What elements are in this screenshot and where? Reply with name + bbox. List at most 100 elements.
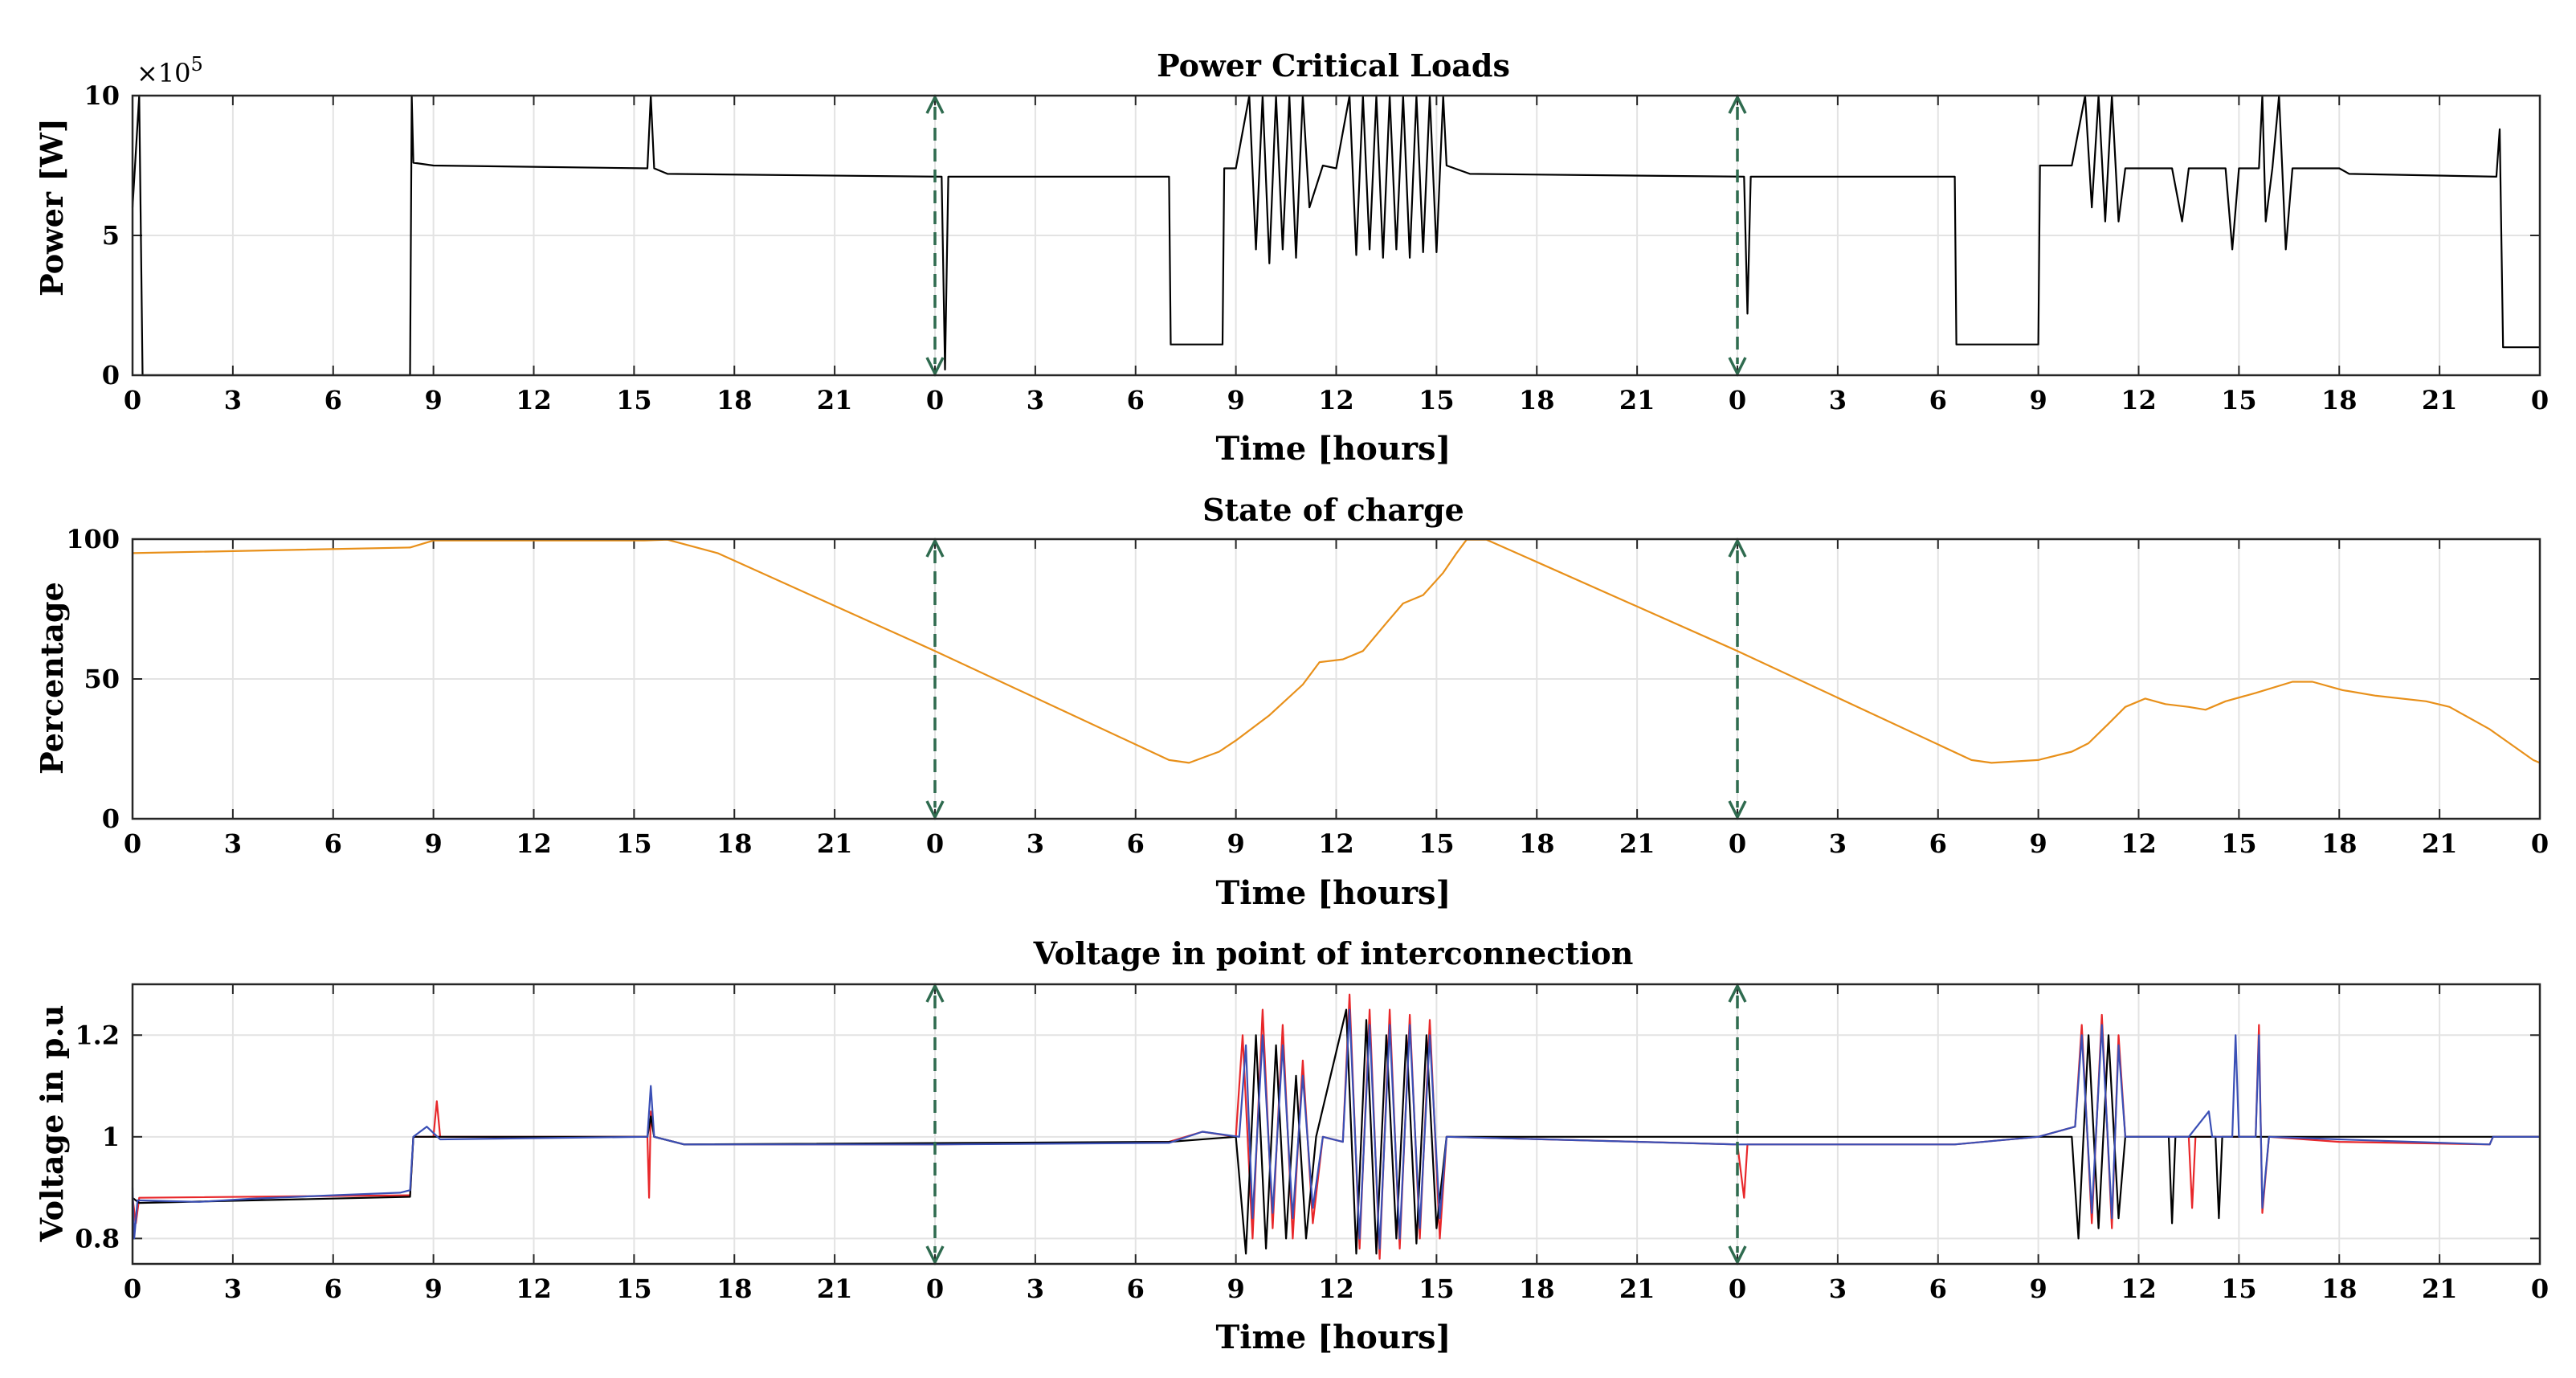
x-tick-label: 6 bbox=[1929, 1274, 1947, 1304]
ticks: 0 3 6 9 12 15 18 21 0 3 6 9 12 15 18 21 0 3 6 9 12 15 18 21 0050… bbox=[66, 524, 2549, 859]
x-tick-label: 15 bbox=[2221, 1274, 2257, 1304]
y-exponent-power: 5 bbox=[191, 53, 203, 76]
y-tick-label: 50 bbox=[84, 664, 120, 694]
state-of-charge-panel: State of charge Percentage Time [hours] … bbox=[34, 492, 2549, 912]
x-tick-label: 9 bbox=[2029, 828, 2047, 859]
x-tick-label: 18 bbox=[2321, 1274, 2358, 1304]
y-tick-label: 1.2 bbox=[75, 1020, 120, 1050]
day-markers bbox=[925, 94, 1747, 377]
x-tick-label: 9 bbox=[424, 828, 442, 859]
chart-title: Voltage in point of interconnection bbox=[1033, 935, 1634, 971]
x-tick-label: 21 bbox=[817, 385, 853, 415]
y-exponent-label: ×105 bbox=[137, 53, 203, 88]
grid bbox=[133, 984, 2540, 1264]
y-exponent-base: ×10 bbox=[137, 58, 191, 88]
x-tick-label: 0 bbox=[926, 385, 944, 415]
x-tick-label: 15 bbox=[1419, 1274, 1455, 1304]
x-tick-label: 9 bbox=[2029, 1274, 2047, 1304]
y-tick-label: 0.8 bbox=[75, 1223, 120, 1253]
x-tick-label: 3 bbox=[224, 1274, 242, 1304]
grid bbox=[133, 96, 2540, 375]
x-tick-label: 0 bbox=[124, 385, 141, 415]
x-tick-label: 0 bbox=[2531, 828, 2549, 859]
series-line-soc bbox=[132, 538, 2541, 764]
x-tick-label: 6 bbox=[1127, 828, 1145, 859]
x-tick-label: 6 bbox=[325, 828, 342, 859]
x-tick-label: 6 bbox=[1127, 385, 1145, 415]
x-tick-label: 12 bbox=[2121, 385, 2157, 415]
x-tick-label: 21 bbox=[1619, 385, 1655, 415]
x-tick-label: 12 bbox=[2121, 828, 2157, 859]
x-tick-label: 15 bbox=[2221, 828, 2257, 859]
x-axis-label: Time [hours] bbox=[1216, 1319, 1451, 1356]
x-tick-label: 21 bbox=[1619, 828, 1655, 859]
axes-frame bbox=[131, 538, 2541, 820]
y-tick-label: 10 bbox=[84, 80, 120, 111]
x-tick-label: 9 bbox=[1227, 385, 1244, 415]
x-tick-label: 18 bbox=[716, 1274, 753, 1304]
x-tick-label: 0 bbox=[926, 1274, 944, 1304]
x-tick-label: 3 bbox=[1829, 385, 1847, 415]
x-tick-label: 12 bbox=[1318, 1274, 1354, 1304]
x-tick-label: 18 bbox=[716, 385, 753, 415]
x-tick-label: 18 bbox=[2321, 828, 2358, 859]
x-tick-label: 21 bbox=[2422, 1274, 2458, 1304]
x-tick-label: 0 bbox=[1729, 385, 1746, 415]
series-line-power bbox=[131, 94, 2540, 377]
day-marker-arrow-up bbox=[925, 538, 945, 558]
day-marker-arrow-down bbox=[1728, 1245, 1747, 1266]
x-tick-label: 3 bbox=[1027, 1274, 1044, 1304]
ticks: 0 3 6 9 12 15 18 21 0 3 6 9 12 15 18 21 0 3 6 9 12 15 18 21 00.8… bbox=[75, 984, 2549, 1304]
x-tick-label: 15 bbox=[1419, 828, 1455, 859]
series bbox=[131, 94, 2540, 377]
day-markers bbox=[925, 983, 1747, 1266]
x-tick-label: 3 bbox=[1829, 828, 1847, 859]
day-marker-arrow-down bbox=[1728, 357, 1747, 377]
day-marker-arrow-down bbox=[1728, 800, 1747, 820]
grid bbox=[133, 539, 2540, 819]
x-tick-label: 6 bbox=[325, 1274, 342, 1304]
day-marker-arrow-down bbox=[925, 1245, 945, 1266]
series bbox=[132, 538, 2541, 764]
x-tick-label: 21 bbox=[1619, 1274, 1655, 1304]
x-tick-label: 15 bbox=[2221, 385, 2257, 415]
x-tick-label: 15 bbox=[1419, 385, 1455, 415]
y-tick-label: 0 bbox=[102, 803, 120, 834]
x-tick-label: 21 bbox=[2422, 385, 2458, 415]
y-axis-label: Power [W] bbox=[34, 118, 70, 296]
x-tick-label: 15 bbox=[616, 385, 652, 415]
x-tick-label: 0 bbox=[926, 828, 944, 859]
x-tick-label: 9 bbox=[2029, 385, 2047, 415]
x-tick-label: 0 bbox=[2531, 385, 2549, 415]
day-marker-arrow-up bbox=[1728, 94, 1747, 114]
x-tick-label: 18 bbox=[1519, 1274, 1555, 1304]
day-marker-arrow-down bbox=[925, 800, 945, 820]
x-tick-label: 12 bbox=[1318, 828, 1354, 859]
chart-title: State of charge bbox=[1202, 492, 1464, 528]
power-critical-loads-panel: Power Critical Loads ×105 Power [W] Time… bbox=[34, 47, 2549, 468]
x-tick-label: 12 bbox=[2121, 1274, 2157, 1304]
x-tick-label: 18 bbox=[1519, 385, 1555, 415]
axes-frame bbox=[131, 94, 2541, 377]
x-tick-label: 18 bbox=[2321, 385, 2358, 415]
x-tick-label: 6 bbox=[1929, 828, 1947, 859]
x-tick-label: 3 bbox=[224, 385, 242, 415]
x-tick-label: 9 bbox=[1227, 1274, 1244, 1304]
x-tick-label: 12 bbox=[516, 385, 552, 415]
x-tick-label: 0 bbox=[124, 1274, 141, 1304]
x-axis-label: Time [hours] bbox=[1216, 874, 1451, 912]
x-tick-label: 3 bbox=[1027, 828, 1044, 859]
x-tick-label: 15 bbox=[616, 1274, 652, 1304]
x-axis-label: Time [hours] bbox=[1216, 430, 1451, 468]
y-axis-label: Voltage in p.u bbox=[34, 1005, 70, 1243]
x-tick-label: 18 bbox=[716, 828, 753, 859]
day-marker-arrow-down bbox=[925, 357, 945, 377]
x-tick-label: 6 bbox=[325, 385, 342, 415]
x-tick-label: 9 bbox=[424, 385, 442, 415]
voltage-panel: Voltage in point of interconnection Volt… bbox=[34, 935, 2549, 1356]
x-tick-label: 0 bbox=[1729, 828, 1746, 859]
day-marker-arrow-up bbox=[1728, 538, 1747, 558]
x-tick-label: 21 bbox=[817, 828, 853, 859]
x-tick-label: 15 bbox=[616, 828, 652, 859]
